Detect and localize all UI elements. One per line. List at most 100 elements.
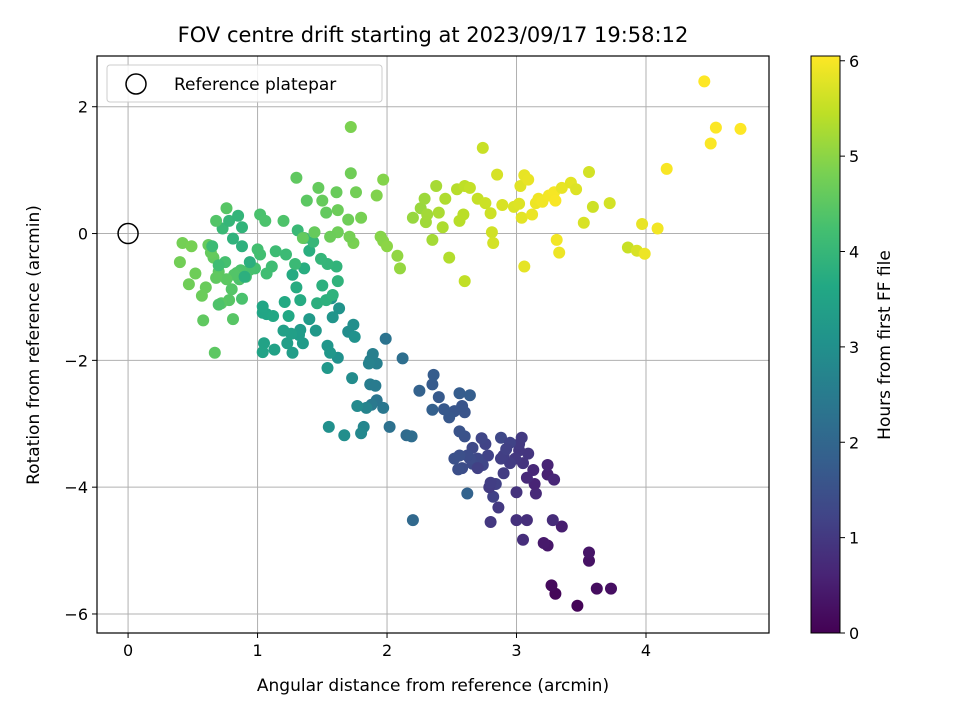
scatter-point <box>463 389 476 402</box>
scatter-point <box>312 181 325 194</box>
scatter-point <box>583 546 595 559</box>
scatter-point <box>307 235 320 248</box>
scatter-point <box>491 168 504 181</box>
scatter-point <box>290 171 303 184</box>
scatter-point <box>586 200 599 213</box>
scatter-point <box>453 425 466 438</box>
scatter-point <box>298 262 311 275</box>
scatter-point <box>344 121 357 133</box>
scatter-point <box>286 346 299 359</box>
scatter-point <box>212 298 225 311</box>
scatter-point <box>537 537 550 549</box>
colorbar: 0 1 2 3 4 5 6 Hours from first FF file <box>810 52 895 643</box>
scatter-point <box>605 582 617 595</box>
y-tick-label: −2 <box>64 351 88 370</box>
scatter-point <box>704 137 717 150</box>
scatter-point <box>495 452 507 465</box>
y-axis-label: Rotation from reference (arcmin) <box>24 205 44 485</box>
scatter-point <box>471 462 484 475</box>
scatter-point <box>475 432 488 445</box>
scatter-point <box>330 260 343 273</box>
scatter-point <box>413 384 426 397</box>
scatter-point <box>330 186 343 199</box>
scatter-point <box>484 516 497 528</box>
scatter-point <box>497 467 510 480</box>
scatter-point <box>232 209 245 222</box>
scatter-point <box>277 324 290 337</box>
scatter-point <box>212 259 225 272</box>
scatter-point <box>405 430 418 443</box>
scatter-point <box>394 262 406 275</box>
colorbar-ticks: 0 1 2 3 4 5 6 <box>840 52 859 643</box>
x-tick-label: 4 <box>641 641 651 660</box>
scatter-point <box>463 181 476 194</box>
legend-box <box>106 64 383 103</box>
scatter-point <box>362 357 375 370</box>
scatter-point <box>347 318 360 331</box>
reference-layer <box>117 222 139 245</box>
colorbar-tick-label: 5 <box>849 147 859 166</box>
scatter-point <box>492 501 505 514</box>
scatter-point <box>553 246 566 259</box>
x-tick-label: 3 <box>511 641 521 660</box>
scatter-point <box>220 273 233 286</box>
scatter-point <box>320 206 333 219</box>
scatter-point <box>698 75 711 88</box>
scatter-point <box>577 216 590 229</box>
scatter-point <box>176 237 189 249</box>
scatter-point <box>583 166 595 178</box>
scatter-point <box>541 459 554 471</box>
scatter-point <box>427 368 440 381</box>
colorbar-tick-label: 6 <box>849 52 859 71</box>
scatter-point <box>383 420 396 433</box>
scatter-point <box>381 240 393 253</box>
scatter-point <box>225 283 238 296</box>
scatter-point <box>206 240 219 253</box>
scatter-point <box>406 211 419 224</box>
x-tick-label: 0 <box>123 641 133 660</box>
scatter-point <box>621 241 634 254</box>
scatter-point <box>324 346 337 359</box>
scatter-point <box>638 247 651 260</box>
scatter-point <box>324 230 337 243</box>
scatter-point <box>430 180 443 192</box>
scatter-point <box>331 204 344 217</box>
scatter-point <box>366 348 379 360</box>
scatter-point <box>223 214 236 227</box>
scatter-point <box>522 173 535 186</box>
scatter-point <box>500 443 513 456</box>
scatter-point <box>590 582 603 595</box>
scatter-point <box>660 162 673 175</box>
scatter-point <box>487 490 500 503</box>
legend-label: Reference platepar <box>174 75 336 95</box>
scatter-point <box>344 167 357 180</box>
scatter-point <box>259 214 272 227</box>
scatter-point <box>549 194 562 207</box>
scatter-point <box>426 403 439 416</box>
scatter-point <box>436 221 449 234</box>
scatter-point <box>346 372 359 385</box>
scatter-point <box>208 346 221 359</box>
scatter-point <box>331 275 344 288</box>
scatter-point <box>258 337 270 350</box>
scatter-point <box>448 452 461 465</box>
scatter-point <box>496 199 509 211</box>
scatter-point <box>315 252 327 265</box>
scatter-point <box>267 310 280 322</box>
scatter-point <box>322 420 335 433</box>
scatter-point <box>461 487 474 500</box>
scatter-point <box>227 232 239 245</box>
scatter-point <box>251 243 264 256</box>
scatter-point <box>278 296 291 308</box>
scatter-point <box>355 211 368 224</box>
scatter-point <box>518 260 531 273</box>
scatter-point <box>195 289 208 302</box>
scatter-point <box>439 192 452 205</box>
scatter-point <box>636 218 649 230</box>
legend: Reference platepar <box>106 64 383 103</box>
scatter-point <box>309 324 322 337</box>
scatter-point <box>189 267 202 280</box>
scatter-point <box>458 275 471 288</box>
